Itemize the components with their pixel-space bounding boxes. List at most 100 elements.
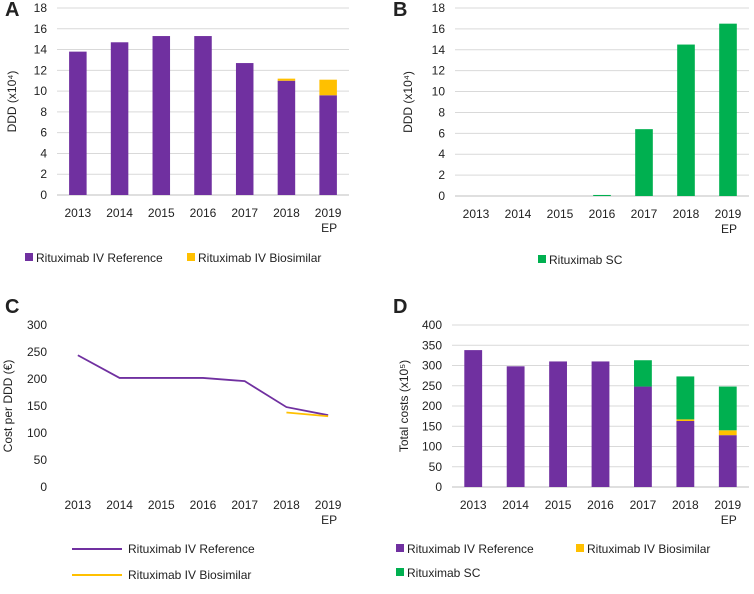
y-axis-label: DDD (x10⁴) bbox=[401, 71, 415, 133]
legend-item-sc: Rituximab SC bbox=[396, 566, 481, 580]
y-tick-label: 250 bbox=[27, 345, 47, 359]
x-tick-label: 2017 bbox=[631, 207, 658, 221]
x-tick-label: 2014 bbox=[106, 206, 133, 220]
y-tick-label: 0 bbox=[438, 189, 445, 203]
y-tick-label: 10 bbox=[432, 85, 446, 99]
y-tick-label: 8 bbox=[40, 105, 47, 119]
bar-sc bbox=[635, 129, 653, 196]
y-tick-label: 250 bbox=[422, 379, 442, 393]
legend-label: Rituximab IV Reference bbox=[128, 542, 255, 556]
bar-reference bbox=[277, 80, 296, 195]
legend-item-reference: Rituximab IV Reference bbox=[396, 542, 534, 556]
legend-item-reference: Rituximab IV Reference bbox=[25, 251, 163, 265]
x-tick-sublabel: EP bbox=[721, 222, 737, 236]
y-axis-label: DDD (x10⁴) bbox=[5, 71, 19, 133]
bar-reference bbox=[194, 36, 212, 195]
y-tick-label: 14 bbox=[432, 43, 446, 57]
x-tick-label: 2017 bbox=[630, 498, 657, 512]
x-tick-label: 2014 bbox=[106, 498, 133, 512]
y-tick-label: 12 bbox=[432, 64, 446, 78]
legend-swatch-reference bbox=[25, 253, 33, 261]
bar-sc bbox=[676, 376, 695, 420]
y-tick-label: 16 bbox=[432, 22, 446, 36]
y-tick-label: 350 bbox=[422, 338, 442, 352]
bar-reference bbox=[634, 386, 652, 487]
bar-reference bbox=[319, 95, 337, 195]
x-tick-label: 2013 bbox=[65, 498, 92, 512]
x-tick-label: 2016 bbox=[587, 498, 614, 512]
y-tick-label: 14 bbox=[34, 43, 48, 57]
bar-biosimilar bbox=[676, 419, 695, 421]
bar-reference bbox=[549, 361, 567, 487]
y-tick-label: 0 bbox=[435, 480, 442, 494]
bar-reference bbox=[464, 350, 483, 487]
x-tick-label: 2013 bbox=[65, 206, 92, 220]
x-tick-label: 2019 bbox=[315, 498, 342, 512]
bar-biosimilar bbox=[277, 78, 296, 81]
y-tick-label: 50 bbox=[429, 460, 443, 474]
panel-letter: B bbox=[393, 0, 407, 21]
x-tick-label: 2014 bbox=[502, 498, 529, 512]
y-tick-label: 150 bbox=[422, 419, 442, 433]
legend-swatch-sc bbox=[396, 568, 404, 576]
y-tick-label: 6 bbox=[438, 126, 445, 140]
y-tick-label: 150 bbox=[27, 399, 47, 413]
bar-reference bbox=[506, 366, 525, 487]
x-tick-label: 2015 bbox=[148, 206, 175, 220]
bar-biosimilar bbox=[718, 430, 737, 436]
bar-sc bbox=[593, 194, 611, 196]
legend-swatch-biosimilar bbox=[187, 253, 195, 261]
y-tick-label: 8 bbox=[438, 105, 445, 119]
x-tick-label: 2016 bbox=[190, 206, 217, 220]
legend-label: Rituximab IV Biosimilar bbox=[128, 568, 251, 582]
y-tick-label: 200 bbox=[27, 372, 47, 386]
bar-sc bbox=[634, 360, 652, 387]
chart-panel-c: C 0 50 100 150 200 250 300 Cost per DDD (€) 2013 2… bbox=[1, 296, 342, 582]
bar-reference bbox=[110, 42, 129, 196]
legend-item-biosimilar: Rituximab IV Biosimilar bbox=[72, 568, 251, 582]
y-axis-label: Total costs (x10⁵) bbox=[397, 360, 411, 452]
x-tick-label: 2017 bbox=[231, 206, 258, 220]
y-tick-label: 50 bbox=[34, 453, 48, 467]
legend-label: Rituximab IV Biosimilar bbox=[198, 251, 321, 265]
y-tick-label: 100 bbox=[27, 426, 47, 440]
legend-label: Rituximab SC bbox=[407, 566, 481, 580]
bar-sc bbox=[677, 44, 695, 196]
bar-reference bbox=[591, 361, 610, 487]
x-tick-label: 2013 bbox=[460, 498, 487, 512]
y-tick-label: 12 bbox=[34, 63, 48, 77]
bar-reference bbox=[718, 435, 737, 487]
y-tick-label: 16 bbox=[34, 22, 48, 36]
y-tick-label: 0 bbox=[40, 480, 47, 494]
bar-biosimilar bbox=[319, 79, 337, 96]
x-tick-label: 2014 bbox=[505, 207, 532, 221]
y-tick-label: 4 bbox=[438, 147, 445, 161]
y-tick-label: 18 bbox=[432, 1, 446, 15]
y-tick-label: 200 bbox=[422, 399, 442, 413]
x-tick-sublabel: EP bbox=[721, 513, 737, 527]
legend-swatch-reference bbox=[396, 544, 404, 552]
y-tick-label: 100 bbox=[422, 440, 442, 454]
y-axis-label: Cost per DDD (€) bbox=[1, 360, 15, 453]
legend-label: Rituximab IV Biosimilar bbox=[587, 542, 710, 556]
panel-letter: C bbox=[5, 296, 19, 318]
x-tick-label: 2016 bbox=[589, 207, 616, 221]
y-tick-label: 10 bbox=[34, 84, 48, 98]
x-tick-label: 2018 bbox=[273, 206, 300, 220]
chart-panel-b: B 0 2 4 6 8 10 12 14 16 18 DDD (x10⁴) 2013 2014 2015 20… bbox=[393, 0, 749, 267]
y-tick-label: 18 bbox=[34, 1, 48, 15]
legend-label: Rituximab IV Reference bbox=[407, 542, 534, 556]
x-tick-label: 2015 bbox=[545, 498, 572, 512]
y-tick-label: 400 bbox=[422, 318, 442, 332]
bar-sc bbox=[718, 386, 737, 431]
bar-reference bbox=[69, 51, 87, 196]
x-tick-label: 2018 bbox=[673, 207, 700, 221]
legend-item-sc: Rituximab SC bbox=[538, 253, 623, 267]
bar-sc bbox=[719, 23, 737, 196]
y-tick-label: 6 bbox=[40, 126, 47, 140]
bar-reference bbox=[152, 36, 171, 195]
x-tick-label: 2016 bbox=[190, 498, 217, 512]
panel-letter: A bbox=[5, 0, 19, 21]
bar-reference bbox=[235, 63, 254, 195]
